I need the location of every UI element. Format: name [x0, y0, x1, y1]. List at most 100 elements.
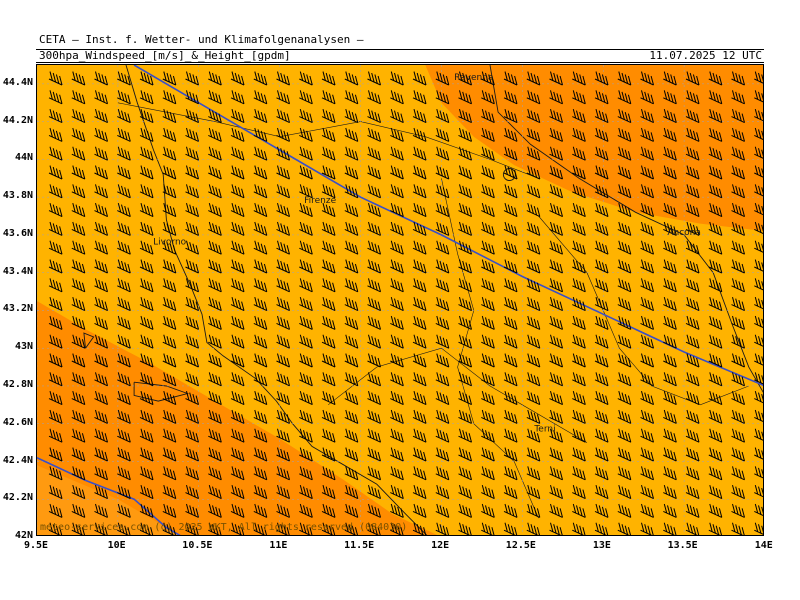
wind-barb — [754, 522, 763, 535]
wind-barb — [299, 522, 313, 535]
wind-barb — [253, 503, 268, 518]
wind-barb — [663, 221, 677, 236]
wind-barb — [572, 522, 586, 535]
lon-tick-label: 11.5E — [344, 540, 375, 551]
wind-barb — [412, 447, 427, 462]
wind-barb — [458, 372, 472, 387]
wind-barb — [299, 485, 313, 500]
wind-barb — [48, 522, 63, 535]
wind-barb — [549, 278, 563, 293]
wind-barb — [48, 372, 63, 387]
wind-barb — [71, 127, 86, 142]
wind-barb — [162, 127, 177, 142]
wind-barb — [367, 315, 381, 330]
wind-barb — [754, 240, 763, 253]
wind-barb — [208, 466, 222, 481]
wind-barb — [139, 428, 154, 443]
wind-barb — [617, 315, 632, 330]
lon-tick-label: 10.5E — [182, 540, 213, 551]
wind-barb — [230, 146, 245, 161]
wind-barb — [344, 278, 359, 293]
wind-barb — [640, 409, 654, 424]
wind-barb — [503, 127, 518, 142]
wind-barb — [685, 203, 700, 218]
wind-barb — [367, 353, 381, 368]
wind-barb — [663, 447, 677, 462]
wind-barb — [572, 165, 586, 180]
wind-barb — [230, 184, 245, 199]
wind-barb — [367, 372, 381, 387]
wind-barb — [230, 409, 245, 424]
wind-barb — [685, 297, 700, 312]
wind-barb — [139, 447, 154, 462]
wind-barb — [731, 109, 745, 124]
wind-barb — [572, 71, 586, 86]
wind-barb — [458, 203, 472, 218]
wind-barb — [276, 409, 290, 424]
wind-barb — [754, 391, 763, 404]
wind-barb — [708, 466, 723, 481]
lat-tick-label: 44.4N — [2, 76, 33, 88]
wind-barb — [230, 165, 245, 180]
wind-barb — [549, 203, 563, 218]
wind-barb — [390, 353, 404, 368]
wind-barb — [708, 503, 723, 518]
wind-barb — [663, 315, 677, 330]
wind-barb — [435, 447, 450, 462]
wind-barb — [708, 71, 723, 86]
wind-barb — [617, 259, 632, 274]
wind-barb — [117, 447, 131, 462]
wind-barb — [117, 334, 131, 349]
wind-barb — [481, 334, 495, 349]
wind-barb — [685, 522, 700, 535]
wind-barb — [640, 165, 654, 180]
wind-barb — [367, 391, 381, 406]
wind-barb — [481, 315, 495, 330]
wind-barb — [230, 485, 245, 500]
wind-barb — [594, 278, 609, 293]
wind-barb — [321, 127, 336, 142]
wind-barb — [549, 391, 563, 406]
wind-barb — [139, 259, 154, 274]
wind-barb — [162, 409, 177, 424]
wind-barb — [412, 428, 427, 443]
wind-barb — [276, 221, 290, 236]
wind-barb — [685, 165, 700, 180]
wind-barb — [253, 522, 267, 535]
wind-barb — [117, 297, 131, 312]
wind-barb — [458, 391, 472, 406]
wind-barb — [640, 503, 654, 518]
wind-barb — [253, 278, 268, 293]
wind-barb — [253, 240, 268, 255]
wind-barb — [390, 428, 404, 443]
wind-barb — [754, 184, 763, 197]
wind-barb — [276, 240, 290, 255]
wind-barb — [253, 372, 268, 387]
wind-barb — [276, 127, 290, 142]
wind-barb — [594, 221, 609, 236]
wind-barb — [344, 297, 359, 312]
wind-barb — [117, 203, 131, 218]
wind-barb — [458, 485, 472, 500]
wind-barb — [572, 184, 586, 199]
wind-barb — [162, 71, 177, 86]
wind-barb — [208, 146, 222, 161]
lon-tick-label: 12.5E — [505, 540, 536, 551]
wind-barb — [48, 391, 63, 406]
wind-barb — [503, 334, 518, 349]
wind-barb — [594, 447, 609, 462]
wind-barb — [139, 221, 154, 236]
wind-barb — [435, 71, 450, 86]
wind-barb — [162, 203, 177, 218]
wind-barb — [640, 146, 654, 161]
wind-barb — [299, 428, 313, 443]
wind-barb — [503, 485, 518, 500]
wind-barb — [458, 353, 472, 368]
wind-barb — [117, 146, 131, 161]
wind-barb — [594, 503, 609, 518]
wind-barb — [458, 71, 472, 86]
wind-barb — [94, 315, 108, 330]
wind-barb — [276, 278, 290, 293]
wind-barb — [617, 146, 632, 161]
wind-barb — [572, 278, 586, 293]
